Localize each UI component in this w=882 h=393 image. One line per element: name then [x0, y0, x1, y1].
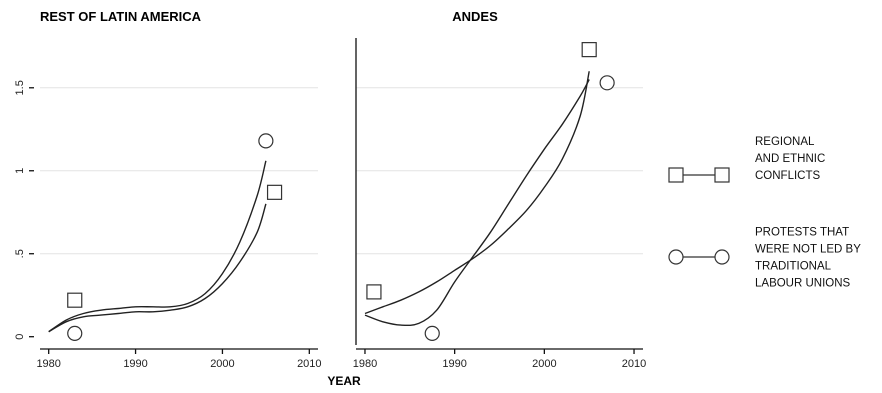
legend-item: REGIONAL AND ETHNIC CONFLICTS: [668, 136, 825, 183]
legend-label: TRADITIONAL: [755, 261, 832, 273]
series-line-regional-ethnic-conflicts: [364, 71, 590, 315]
y-tick-label: 1.5: [14, 80, 26, 95]
x-tick-label: 2000: [532, 358, 556, 370]
x-tick-label: 1990: [123, 358, 147, 370]
x-ticks: 1980 1990 2000 2010: [353, 348, 646, 370]
series-line-protests: [364, 79, 590, 327]
series-line-protests: [48, 160, 267, 333]
y-tick-label: .5: [14, 249, 26, 258]
x-tick-label: 1990: [442, 358, 466, 370]
x-tick-label: 2010: [622, 358, 646, 370]
circle-marker-start: [424, 325, 440, 341]
gridlines: [40, 87, 318, 255]
circle-marker-end: [599, 75, 615, 91]
square-marker-start: [366, 284, 382, 300]
legend-label: LABOUR UNIONS: [755, 278, 851, 290]
markers: [366, 42, 615, 341]
panel-andes: ANDES 1980 1990 2000 2010: [353, 9, 647, 370]
legend-square-marker: [714, 167, 730, 183]
panel-rest-of-latin-america: REST OF LATIN AMERICA 0 .5 1 1.5 1980 1990 20…: [14, 9, 322, 370]
legend-square-marker: [668, 167, 684, 183]
square-marker-end: [266, 184, 283, 200]
x-tick-label: 2000: [210, 358, 234, 370]
legend-label: CONFLICTS: [755, 170, 821, 182]
x-axis-label: YEAR: [327, 374, 361, 388]
legend-label: AND ETHNIC: [755, 153, 825, 165]
x-tick-label: 1980: [353, 358, 377, 370]
legend: REGIONAL AND ETHNIC CONFLICTS PROTESTS THAT…: [668, 136, 861, 290]
series-line-regional-ethnic-conflicts: [48, 203, 267, 333]
panel-title: ANDES: [452, 9, 498, 24]
legend-label: WERE NOT LED BY: [755, 244, 861, 256]
circle-marker-end: [258, 133, 274, 149]
markers: [67, 133, 283, 341]
legend-item: PROTESTS THAT WERE NOT LED BY TRADITIONAL L…: [668, 227, 861, 290]
x-ticks: 1980 1990 2000 2010: [36, 348, 322, 370]
x-tick-label: 2010: [297, 358, 321, 370]
gridlines: [356, 87, 643, 255]
legend-label: REGIONAL: [755, 136, 815, 148]
circle-marker-start: [67, 325, 83, 341]
x-tick-label: 1980: [36, 358, 60, 370]
y-tick-label: 1: [14, 168, 26, 174]
panel-title: REST OF LATIN AMERICA: [40, 9, 202, 24]
legend-label: PROTESTS THAT: [755, 227, 849, 239]
series-group: [48, 160, 267, 333]
y-tick-label: 0: [14, 334, 26, 340]
legend-circle-marker: [668, 249, 684, 265]
legend-circle-marker: [714, 249, 730, 265]
y-ticks: 0 .5 1 1.5: [14, 80, 34, 340]
square-marker-end: [581, 42, 597, 58]
series-group: [364, 71, 590, 327]
square-marker-start: [67, 292, 83, 308]
